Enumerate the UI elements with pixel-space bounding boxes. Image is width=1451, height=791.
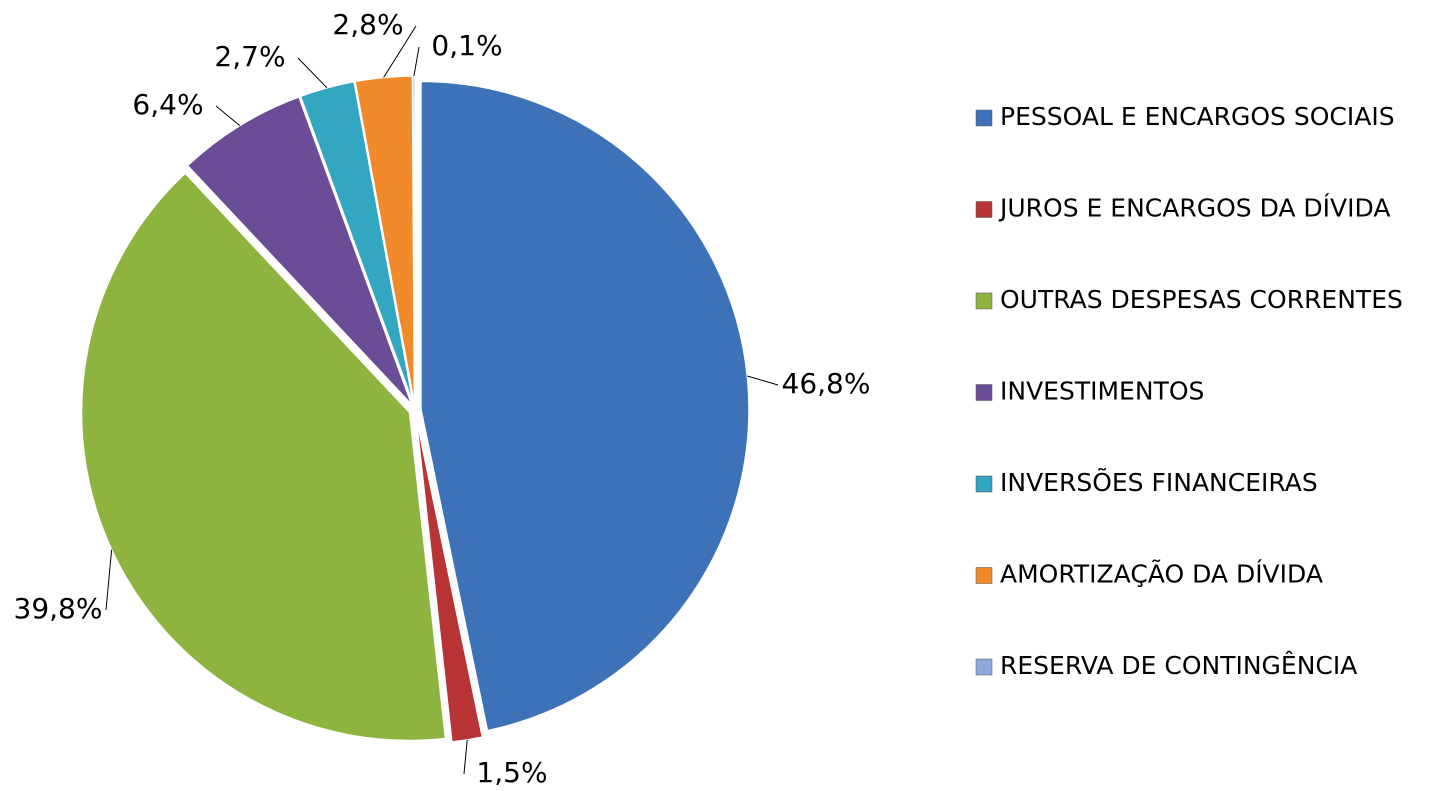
pie-slice [299, 80, 415, 405]
leader-line [215, 105, 241, 127]
leader-line [463, 739, 468, 775]
legend-swatch [975, 109, 993, 127]
legend-swatch [975, 384, 993, 401]
data-label: 39,8% [14, 592, 103, 625]
legend-label: INVESTIMENTOS [1000, 377, 1204, 406]
legend-label: AMORTIZAÇÃO DA DÍVIDA [1000, 559, 1323, 589]
leader-line [105, 549, 113, 611]
legend-swatch [975, 292, 993, 310]
pie-slice [420, 80, 750, 732]
pie-slice [412, 75, 416, 405]
legend-label: OUTRAS DESPESAS CORRENTES [1000, 285, 1403, 314]
legend-label: JUROS E ENCARGOS DA DÍVIDA [998, 194, 1390, 223]
pie-slice [80, 172, 447, 742]
data-label: 0,1% [431, 29, 502, 62]
legend-swatch [975, 567, 993, 584]
leader-line [413, 46, 420, 77]
data-label: 1,5% [476, 756, 547, 789]
legend-swatch [975, 658, 993, 676]
data-label: 2,8% [332, 8, 403, 41]
legend-label: RESERVA DE CONTINGÊNCIA [1000, 651, 1357, 680]
leader-line [383, 25, 417, 78]
leader-line [297, 57, 328, 89]
legend-label: INVERSÕES FINANCEIRAS [1000, 467, 1318, 497]
leader-line [747, 375, 779, 386]
legend-swatch [975, 201, 993, 218]
legend-swatch [975, 475, 993, 493]
data-label: 46,8% [782, 367, 871, 400]
pie-slice [186, 95, 413, 406]
data-label: 6,4% [132, 88, 203, 121]
data-label: 2,7% [214, 40, 285, 73]
pie-slice [415, 415, 484, 743]
legend-label: PESSOAL E ENCARGOS SOCIAIS [1000, 102, 1395, 131]
